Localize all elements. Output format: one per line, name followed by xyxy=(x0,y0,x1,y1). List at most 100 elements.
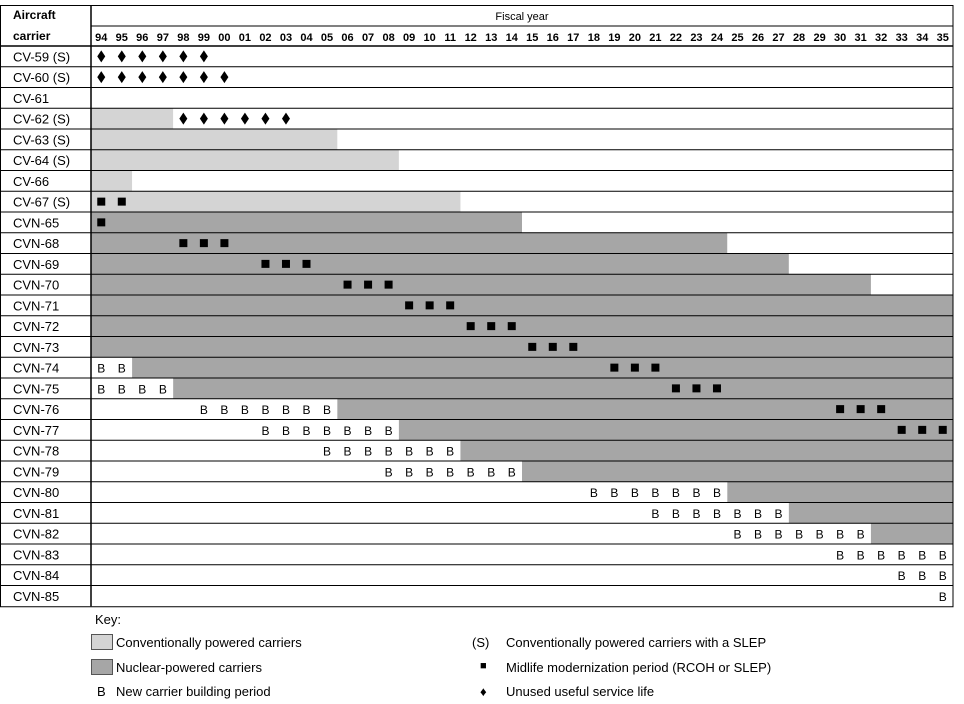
diamond-icon xyxy=(261,112,270,125)
building-mark: B xyxy=(918,548,926,562)
building-mark: B xyxy=(692,486,700,500)
building-mark: B xyxy=(898,569,906,583)
square-icon xyxy=(343,280,352,289)
year-tick-label: 97 xyxy=(157,32,169,44)
diamond-icon xyxy=(158,71,167,84)
square-icon xyxy=(466,322,475,331)
building-mark: B xyxy=(261,403,269,417)
year-tick-label: 21 xyxy=(649,32,661,44)
diamond-icon xyxy=(117,50,126,63)
year-tick-label: 96 xyxy=(136,32,148,44)
square-icon xyxy=(918,425,927,434)
year-tick-label: 95 xyxy=(116,32,128,44)
year-tick-label: 99 xyxy=(198,32,210,44)
year-tick-label: 16 xyxy=(547,32,559,44)
building-mark: B xyxy=(385,465,393,479)
building-mark: B xyxy=(385,424,393,438)
square-icon xyxy=(507,322,516,331)
diamond-icon xyxy=(158,50,167,63)
carrier-label: CV-61 xyxy=(13,91,49,106)
building-mark: B xyxy=(631,486,639,500)
service-bar xyxy=(522,461,953,482)
service-bar xyxy=(91,232,728,254)
diamond-icon xyxy=(138,50,147,63)
conventional-swatch xyxy=(91,634,113,650)
year-tick-label: 00 xyxy=(218,32,230,44)
carrier-label: CVN-71 xyxy=(13,298,59,313)
building-mark: B xyxy=(405,465,413,479)
building-mark: B xyxy=(97,362,105,376)
year-tick-label: 33 xyxy=(896,32,908,44)
building-mark: B xyxy=(610,486,618,500)
square-icon xyxy=(671,384,680,393)
year-tick-label: 09 xyxy=(403,32,415,44)
year-tick-label: 04 xyxy=(300,32,313,44)
key-slep-label: Conventionally powered carriers with a S… xyxy=(506,635,767,650)
year-tick-label: 29 xyxy=(813,32,825,44)
building-mark: B xyxy=(754,507,762,521)
building-mark: B xyxy=(775,528,783,542)
building-mark: B xyxy=(733,528,741,542)
service-bar xyxy=(91,253,789,275)
building-mark: B xyxy=(508,465,516,479)
building-mark: B xyxy=(426,445,434,459)
diamond-icon xyxy=(240,112,249,125)
square-icon: ■ xyxy=(480,660,487,672)
diamond-icon xyxy=(199,71,208,84)
carrier-label: CVN-74 xyxy=(13,361,59,376)
service-bar xyxy=(91,295,953,316)
build-gap xyxy=(91,357,133,378)
square-icon xyxy=(856,405,865,414)
building-mark: B xyxy=(282,424,290,438)
building-symbol: B xyxy=(97,684,106,699)
header-label-aircraft: Aircraft xyxy=(13,8,56,22)
building-mark: B xyxy=(302,424,310,438)
year-tick-label: 13 xyxy=(485,32,497,44)
carrier-label: CVN-70 xyxy=(13,278,59,293)
year-tick-label: 07 xyxy=(362,32,374,44)
building-mark: B xyxy=(118,362,126,376)
build-gap xyxy=(91,461,522,482)
header-label-carrier: carrier xyxy=(13,29,51,43)
carrier-label: CV-64 (S) xyxy=(13,153,70,168)
service-bar xyxy=(91,315,953,337)
year-tick-label: 24 xyxy=(711,32,724,44)
carrier-label: CVN-76 xyxy=(13,402,59,417)
square-icon xyxy=(569,342,578,351)
carrier-label: CV-63 (S) xyxy=(13,132,70,147)
square-icon xyxy=(528,342,537,351)
diamond-icon xyxy=(199,50,208,63)
square-icon xyxy=(548,342,557,351)
year-tick-label: 28 xyxy=(793,32,805,44)
diamond-icon xyxy=(179,71,188,84)
diamond-icon xyxy=(138,71,147,84)
square-icon xyxy=(405,301,414,310)
service-bar xyxy=(398,419,953,441)
building-mark: B xyxy=(467,465,475,479)
carrier-label: CVN-78 xyxy=(13,444,59,459)
building-mark: B xyxy=(323,424,331,438)
building-mark: B xyxy=(898,548,906,562)
carrier-label: CV-59 (S) xyxy=(13,49,70,64)
year-tick-label: 05 xyxy=(321,32,333,44)
building-mark: B xyxy=(857,528,865,542)
year-tick-label: 18 xyxy=(588,32,600,44)
carrier-label: CVN-72 xyxy=(13,319,59,334)
building-mark: B xyxy=(446,445,454,459)
year-tick-label: 20 xyxy=(629,32,641,44)
carrier-label: CVN-77 xyxy=(13,423,59,438)
building-mark: B xyxy=(918,569,926,583)
building-mark: B xyxy=(651,507,659,521)
build-gap xyxy=(91,419,399,441)
square-icon xyxy=(610,363,619,372)
service-bar xyxy=(788,502,953,524)
building-mark: B xyxy=(836,548,844,562)
building-mark: B xyxy=(200,403,208,417)
building-mark: B xyxy=(692,507,700,521)
carrier-label: CVN-79 xyxy=(13,464,59,479)
building-mark: B xyxy=(344,445,352,459)
carrier-label: CVN-80 xyxy=(13,485,59,500)
diamond-icon xyxy=(97,71,106,84)
service-bar xyxy=(91,170,133,192)
building-mark: B xyxy=(405,445,413,459)
